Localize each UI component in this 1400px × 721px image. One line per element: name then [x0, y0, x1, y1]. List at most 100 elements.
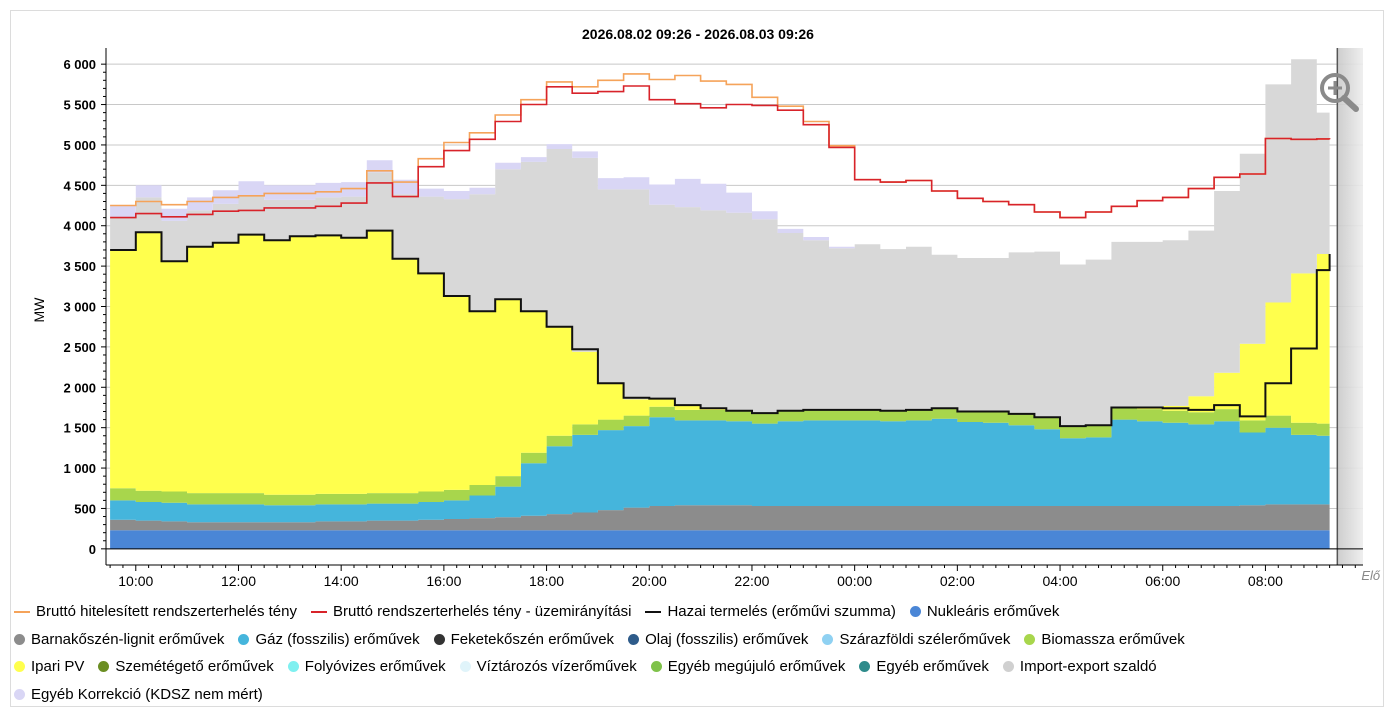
legend-dot-marker: [459, 661, 471, 673]
legend-label: Barnakőszén-lignit erőművek: [31, 630, 225, 648]
legend-dot-marker: [238, 633, 250, 645]
legend-item[interactable]: Feketekőszén erőművek: [433, 630, 615, 648]
y-tick-label: 3 000: [63, 300, 96, 315]
x-tick-label: 22:00: [734, 573, 769, 589]
stacked-areas: [110, 59, 1330, 549]
x-tick-label: 02:00: [940, 573, 975, 589]
legend-dot-marker: [433, 633, 445, 645]
y-tick-label: 6 000: [63, 57, 96, 72]
x-tick-label: 18:00: [529, 573, 564, 589]
legend-item[interactable]: Bruttó rendszerterhelés tény - üzemirány…: [310, 603, 632, 621]
y-tick-label: 4 500: [63, 178, 96, 193]
y-axis-label: MW: [31, 297, 47, 323]
legend-item[interactable]: Egyéb megújuló erőművek: [650, 658, 846, 676]
legend-dot-marker: [14, 688, 25, 700]
y-tick-label: 0: [89, 542, 96, 557]
legend-dot-marker: [1024, 633, 1036, 645]
legend-item[interactable]: Ipari PV: [14, 658, 84, 675]
legend-dot-marker: [1002, 661, 1014, 673]
legend-item[interactable]: Hazai termelés (erőművi szumma): [645, 603, 896, 621]
legend-item[interactable]: Egyéb erőművek: [859, 658, 989, 675]
y-tick-label: 4 000: [63, 219, 96, 234]
chart-title: 2026.08.02 09:26 - 2026.08.03 09:26: [582, 26, 814, 42]
legend-label: Folyóvizes erőművek: [304, 658, 446, 676]
area-biomassza-er-m-vek: [110, 406, 1330, 506]
legend-item[interactable]: Folyóvizes erőművek: [287, 658, 446, 676]
legend-label: Biomassza erőművek: [1041, 630, 1185, 648]
legend-item[interactable]: Gáz (fosszilis) erőművek: [238, 630, 420, 648]
legend-item[interactable]: Nukleáris erőművek: [909, 603, 1060, 621]
x-tick-label: 16:00: [426, 573, 461, 589]
legend-item[interactable]: Egyéb Korrekció (KDSZ nem mért): [14, 686, 263, 703]
legend: Bruttó hitelesített rendszerterhelés tén…: [14, 598, 1380, 708]
x-tick-label: 20:00: [632, 573, 667, 589]
legend-label: Olaj (fosszilis) erőművek: [645, 630, 809, 648]
legend-line-marker: [310, 610, 327, 613]
forecast-region: Elő: [1336, 48, 1381, 583]
legend-item[interactable]: Olaj (fosszilis) erőművek: [628, 631, 808, 648]
legend-row: Egyéb Korrekció (KDSZ nem mért): [14, 681, 1380, 709]
legend-row: Ipari PV Szemétégető erőművek Folyóvizes e…: [14, 653, 1380, 681]
line-hazai-termel-s-er-m-vi-szumma-: [110, 229, 1331, 428]
legend-dot-marker: [98, 661, 110, 673]
y-tick-label: 1 500: [63, 421, 96, 436]
forecast-label: Elő: [1361, 568, 1381, 583]
y-tick-label: 5 000: [63, 138, 96, 153]
legend-dot-marker: [287, 661, 299, 673]
line-brutt-rendszerterhel-s-t-ny-zemir-ny-t-si: [110, 85, 1331, 219]
y-tick-label: 1 000: [63, 461, 96, 476]
forecast-shade: [1337, 48, 1363, 565]
legend-label: Import-export szaldó: [1019, 658, 1157, 676]
legend-label: Egyéb Korrekció (KDSZ nem mért): [31, 685, 263, 703]
legend-dot-marker: [909, 606, 921, 618]
legend-line-marker: [14, 610, 30, 613]
x-tick-label: 06:00: [1145, 573, 1180, 589]
legend-item[interactable]: Biomassza erőművek: [1024, 630, 1185, 648]
legend-dot-marker: [859, 661, 871, 673]
legend-label: Víztározós vízerőművek: [476, 658, 637, 676]
x-tick-label: 12:00: [221, 573, 256, 589]
legend-item[interactable]: Víztározós vízerőművek: [459, 658, 637, 676]
legend-row: Barnakőszén-lignit erőművek Gáz (fosszili…: [14, 626, 1380, 654]
y-tick-label: 3 500: [63, 259, 96, 274]
legend-label: Gáz (fosszilis) erőművek: [255, 630, 420, 648]
legend-dot-marker: [14, 661, 25, 673]
legend-label: Bruttó rendszerterhelés tény - üzemirány…: [332, 603, 632, 621]
y-tick-label: 500: [74, 501, 96, 516]
legend-label: Egyéb erőművek: [876, 658, 989, 676]
x-tick-label: 00:00: [837, 573, 872, 589]
x-tick-label: 14:00: [324, 573, 359, 589]
legend-line-marker: [645, 610, 662, 613]
legend-dot-marker: [628, 633, 640, 645]
y-tick-label: 2 000: [63, 380, 96, 395]
legend-item[interactable]: Bruttó hitelesített rendszerterhelés tén…: [14, 603, 297, 620]
chart: 2026.08.02 09:26 - 2026.08.03 09:26 Elő …: [31, 26, 1381, 589]
legend-label: Nukleáris erőművek: [926, 603, 1060, 621]
legend-row: Bruttó hitelesített rendszerterhelés tén…: [14, 598, 1380, 626]
legend-label: Szárazföldi szélerőművek: [839, 630, 1011, 648]
legend-label: Egyéb megújuló erőművek: [667, 658, 846, 676]
y-tick-label: 2 500: [63, 340, 96, 355]
area-g-z-fosszilis-er-m-vek: [110, 417, 1330, 523]
legend-item[interactable]: Szemétégető erőművek: [98, 658, 274, 676]
legend-dot-marker: [822, 633, 834, 645]
legend-label: Bruttó hitelesített rendszerterhelés tén…: [36, 603, 297, 621]
legend-label: Ipari PV: [31, 658, 85, 676]
x-tick-label: 10:00: [118, 573, 153, 589]
legend-label: Szemétégető erőművek: [115, 658, 274, 676]
x-tick-label: 04:00: [1043, 573, 1078, 589]
legend-label: Hazai termelés (erőművi szumma): [667, 603, 896, 621]
legend-label: Feketekőszén erőművek: [450, 630, 615, 648]
area-nukle-ris-er-m-vek: [110, 530, 1330, 549]
legend-item[interactable]: Barnakőszén-lignit erőművek: [14, 631, 224, 648]
legend-dot-marker: [650, 661, 662, 673]
legend-item[interactable]: Szárazföldi szélerőművek: [822, 631, 1010, 648]
x-tick-label: 08:00: [1248, 573, 1283, 589]
axes: 0 500 1 000 1 500 2 000 2 500 3 000 3 500 4 000 4…: [63, 48, 1363, 589]
legend-item[interactable]: Import-export szaldó: [1002, 658, 1157, 676]
area-barnak-sz-n-lignit-er-m-vek: [110, 504, 1330, 531]
area-import-export-szald-: [110, 59, 1330, 427]
line-series: [110, 73, 1331, 428]
area-ipari-pv: [110, 230, 1330, 495]
zoom-in-icon[interactable]: [1320, 73, 1359, 112]
